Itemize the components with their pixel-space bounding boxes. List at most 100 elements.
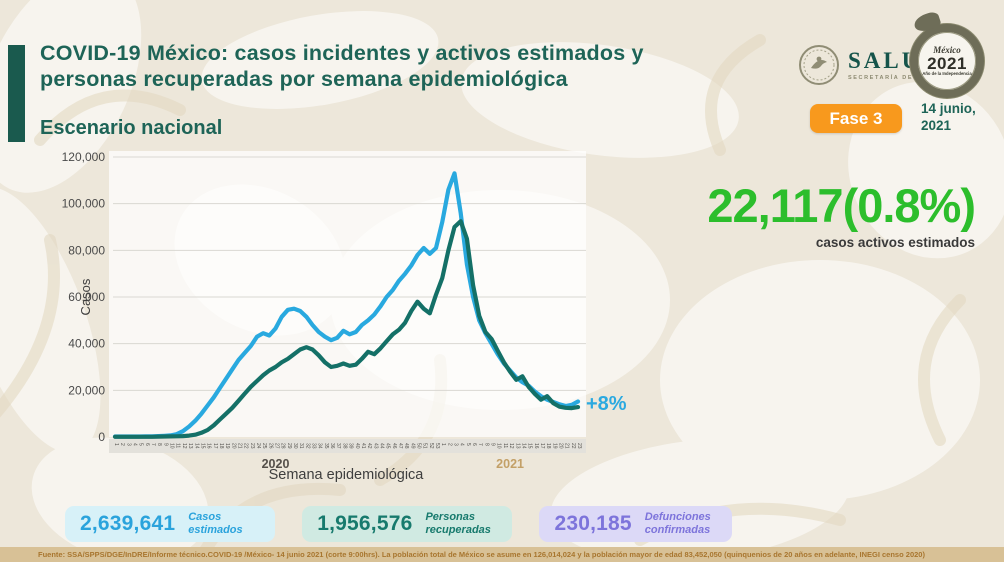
- week-tick-label: 42: [366, 443, 372, 449]
- week-tick-label: 5: [465, 443, 471, 446]
- week-tick-label: 20: [557, 443, 563, 449]
- week-tick-label: 7: [150, 443, 156, 446]
- week-tick-label: 22: [570, 443, 576, 449]
- y-tick-label: 100,000: [62, 197, 106, 211]
- scenario-subtitle: Escenario nacional: [40, 117, 223, 139]
- y-tick-label: 0: [98, 430, 105, 444]
- week-tick-label: 12: [181, 443, 187, 449]
- week-tick-label: 23: [576, 443, 582, 449]
- week-tick-label: 47: [397, 443, 403, 449]
- page-title-line1: COVID-19 México: casos incidentes y acti…: [40, 41, 644, 65]
- week-tick-label: 32: [304, 443, 310, 449]
- week-tick-label: 3: [125, 443, 131, 446]
- week-tick-label: 21: [236, 443, 242, 449]
- mexico-2021-subtitle: Año de la Independencia: [922, 70, 972, 76]
- week-tick-label: 18: [218, 443, 224, 449]
- week-tick-label: 17: [539, 443, 545, 449]
- week-tick-label: 26: [267, 443, 273, 449]
- salud-eagle-seal-icon: [799, 45, 839, 85]
- series-personas-recuperadas: [112, 219, 581, 439]
- active-cases-highlight: 22,117(0.8%) casos activos estimados: [707, 179, 976, 250]
- week-tick-label: 6: [144, 443, 150, 446]
- week-tick-label: 23: [249, 443, 255, 449]
- y-tick-label: 40,000: [68, 337, 105, 351]
- week-tick-label: 43: [372, 443, 378, 449]
- chart-svg: Casos Semana epidemiológica 0 20,000 40,00…: [62, 150, 586, 483]
- y-axis-title: Casos: [78, 278, 93, 315]
- week-tick-label: 52: [428, 443, 434, 449]
- week-tick-label: 10: [496, 443, 502, 449]
- stat-label: Casos estimados: [188, 511, 243, 536]
- week-tick-label: 48: [403, 443, 409, 449]
- week-tick-label: 8: [483, 443, 489, 446]
- week-tick-label: 20: [230, 443, 236, 449]
- week-tick-label: 1: [440, 443, 446, 446]
- y-tick-label: 20,000: [68, 383, 105, 397]
- plot-area: [109, 151, 586, 437]
- week-tick-label: 22: [243, 443, 249, 449]
- week-tick-label: 41: [360, 443, 366, 449]
- week-tick-label: 46: [391, 443, 397, 449]
- stat-casos-estimados: 2,639,641 Casos estimados: [65, 506, 276, 542]
- week-tick-label: 7: [477, 443, 483, 446]
- week-tick-label: 29: [286, 443, 292, 449]
- week-tick-label: 31: [298, 443, 304, 449]
- week-tick-label: 2: [446, 443, 452, 446]
- week-tick-label: 11: [175, 443, 181, 448]
- week-tick-label: 16: [206, 443, 212, 449]
- week-tick-label: 51: [422, 443, 428, 449]
- quetzalcoatl-ring-icon: México 2021 Año de la Independencia: [910, 24, 984, 98]
- week-tick-label: 24: [255, 443, 261, 449]
- stat-value: 1,956,576: [317, 512, 413, 535]
- week-tick-label: 8: [156, 443, 162, 446]
- week-tick-label: 49: [409, 443, 415, 449]
- week-tick-label: 15: [527, 443, 533, 449]
- source-footer: Fuente: SSA/SPPS/DGE/InDRE/Informe técni…: [0, 547, 1004, 562]
- week-tick-label: 44: [378, 443, 384, 449]
- mexico-2021-script: México: [933, 44, 961, 55]
- year-label: 2021: [496, 457, 524, 471]
- week-tick-label: 10: [169, 443, 175, 449]
- week-tick-label: 13: [514, 443, 520, 449]
- week-tick-label: 19: [551, 443, 557, 449]
- week-tick-label: 45: [385, 443, 391, 449]
- week-tick-label: 37: [335, 443, 341, 449]
- week-tick-label: 33: [311, 443, 317, 449]
- week-tick-label: 5: [138, 443, 144, 446]
- week-tick-label: 40: [354, 443, 360, 449]
- mexico-2021-year: 2021: [927, 53, 967, 73]
- report-date: 14 junio, 2021: [921, 101, 976, 133]
- salud-logo-subtitle: SECRETARÍA DE SALUD: [848, 75, 944, 81]
- week-tick-label: 34: [317, 443, 323, 449]
- y-tick-label: 80,000: [68, 243, 105, 257]
- week-tick-label: 2: [119, 443, 125, 446]
- week-tick-label: 27: [274, 443, 280, 449]
- active-cases-value: 22,117(0.8%): [707, 179, 976, 232]
- week-tick-label: 11: [502, 443, 508, 448]
- y-tick-label: 60,000: [68, 290, 105, 304]
- stat-label: Defunciones confirmadas: [644, 511, 711, 536]
- week-tick-label: 28: [280, 443, 286, 449]
- phase-badge: Fase 3: [810, 104, 902, 133]
- week-tick-label: 16: [533, 443, 539, 449]
- active-cases-caption: casos activos estimados: [815, 234, 975, 250]
- week-tick-label: 39: [348, 443, 354, 449]
- week-tick-label: 14: [193, 443, 199, 449]
- week-tick-label: 12: [508, 443, 514, 449]
- year-label: 2020: [262, 457, 290, 471]
- y-tick-label: 120,000: [62, 150, 106, 164]
- week-tick-label: 15: [199, 443, 205, 449]
- mexico-2021-logo: México 2021 Año de la Independencia: [908, 10, 986, 98]
- week-tick-label: 19: [224, 443, 230, 449]
- page-title: COVID-19 México: casos incidentes y acti…: [40, 40, 644, 92]
- week-tick-label: 21: [564, 443, 570, 449]
- week-tick-label: 53: [434, 443, 440, 449]
- stat-defunciones-confirmadas: 230,185 Defunciones confirmadas: [539, 506, 732, 542]
- week-tick-label: 9: [490, 443, 496, 446]
- week-tick-label: 25: [261, 443, 267, 449]
- week-tick-label: 35: [323, 443, 329, 449]
- week-tick-label: 50: [415, 443, 421, 449]
- page-title-line2: personas recuperadas por semana epidemio…: [40, 67, 568, 92]
- stat-personas-recuperadas: 1,956,576 Personas recuperadas: [302, 506, 513, 542]
